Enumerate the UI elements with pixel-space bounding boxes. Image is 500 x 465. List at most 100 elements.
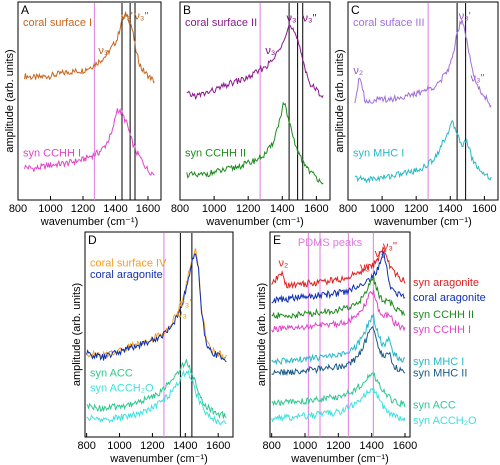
plot-frame [17,1,162,201]
series-line [271,325,406,377]
y-axis-label: amplitude (arb. units) [4,49,16,152]
x-tick-label: 1600 [472,203,496,215]
panel-letter: E [273,233,281,247]
x-tick-label: 800 [77,440,95,452]
panel-letter: D [88,233,97,247]
x-tick-label: 1400 [359,440,383,452]
plot-frame [269,231,411,438]
peak-annotation: ν₃ [265,45,275,57]
x-tick-label: 1000 [202,203,226,215]
x-tick-label: 1400 [438,203,462,215]
series-label: syn CCHH II [413,309,474,321]
series-label: syn MHC II [413,368,467,380]
y-axis-label: amplitude (arb. units) [256,283,268,386]
series-label: coral surface IV [90,258,167,270]
x-tick-label: 1600 [136,203,160,215]
series-line [86,369,227,426]
x-tick-label: 1400 [173,440,197,452]
x-tick-label: 800 [339,203,357,215]
series-line [186,101,324,185]
peak-annotation: ν₂ [353,65,363,77]
series-label: coral aragonite [90,269,163,281]
x-tick-label: 1400 [103,203,127,215]
series-label: syn MHC I [413,356,464,368]
series-line [24,107,155,176]
peak-annotation: ν₂ [278,258,288,270]
x-tick-label: 1200 [404,203,428,215]
peak-annotation: ν₃' [121,10,133,22]
plot-frame [84,231,234,438]
peak-annotation: ν₃ [177,309,187,321]
series-line [271,249,406,304]
series-label: coral suface III [353,17,425,29]
panel-letter: A [21,3,29,17]
plot-frame [347,1,499,201]
y-axis-label: amplitude (arb. units) [71,283,83,386]
peak-annotation: ν₃' [179,297,191,309]
x-tick-label: 800 [262,440,280,452]
x-tick-label: 1200 [71,203,95,215]
x-axis-label: wavenumber (cm⁻¹) [109,453,208,465]
series-line [271,289,406,333]
plot-frame [179,1,331,201]
series-line [354,119,492,184]
panel-e: 800 1000 1200 1400 1600 wavenumber (cm⁻¹) ampl… [256,231,486,465]
series-line [24,10,155,84]
x-tick-label: 1000 [38,203,62,215]
series-line [86,359,227,419]
x-tick-label: 1200 [236,203,260,215]
x-tick-label: 1600 [206,440,230,452]
series-label: syn CCHH I [413,324,471,336]
panel-letter: C [351,3,360,17]
series-label: syn ACC [413,400,456,412]
x-tick-label: 1200 [140,440,164,452]
x-tick-label: 1200 [326,440,350,452]
x-axis-label: wavenumber (cm⁻¹) [373,216,472,228]
series-label: syn ACCH₂O [90,382,154,394]
series-line [271,372,406,408]
x-tick-label: 1600 [304,203,328,215]
peak-annotation: ν₃'' [383,241,397,253]
x-tick-label: 1000 [107,440,131,452]
peak-annotation: ν₃' [459,10,471,22]
series-label: syn ACC [90,367,133,379]
x-tick-label: 1000 [370,203,394,215]
x-tick-label: 1000 [293,440,317,452]
x-tick-label: 1600 [393,440,417,452]
series-line [186,23,324,100]
peak-annotation: ν₃'' [134,10,148,22]
series-label: coral surface II [185,17,257,29]
series-label: syn CCHH II [185,147,246,159]
series-line [354,19,492,109]
series-line [86,253,227,362]
x-tick-label: 800 [9,203,27,215]
series-label: syn MHC I [353,147,404,159]
series-label: coral aragonite [413,292,486,304]
series-label: syn ACCH₂O [413,415,477,427]
x-axis-label: wavenumber (cm⁻¹) [290,453,389,465]
panel-letter: B [183,3,191,17]
peak-annotation: ν₃' [286,12,298,24]
pdms-peaks-label: PDMS peaks [298,237,363,249]
series-line [271,385,406,423]
x-tick-label: 800 [171,203,189,215]
series-line [271,246,406,289]
peak-annotation: ν₃'' [302,12,316,24]
series-label: syn CCHH I [23,147,81,159]
peak-annotation: ν₃'' [470,72,484,84]
series-label: syn aragonite [413,277,479,289]
series-label: coral surface I [23,17,92,29]
y-axis-label: amplitude (arb. units) [334,49,346,152]
peak-annotation: ν₃' [375,248,387,260]
peak-annotation: ν₃ [98,45,108,57]
peak-annotation: ν₃ [360,261,370,273]
series-line [271,275,406,319]
x-tick-label: 1400 [270,203,294,215]
series-line [271,313,406,366]
x-axis-label: wavenumber (cm⁻¹) [205,216,304,228]
